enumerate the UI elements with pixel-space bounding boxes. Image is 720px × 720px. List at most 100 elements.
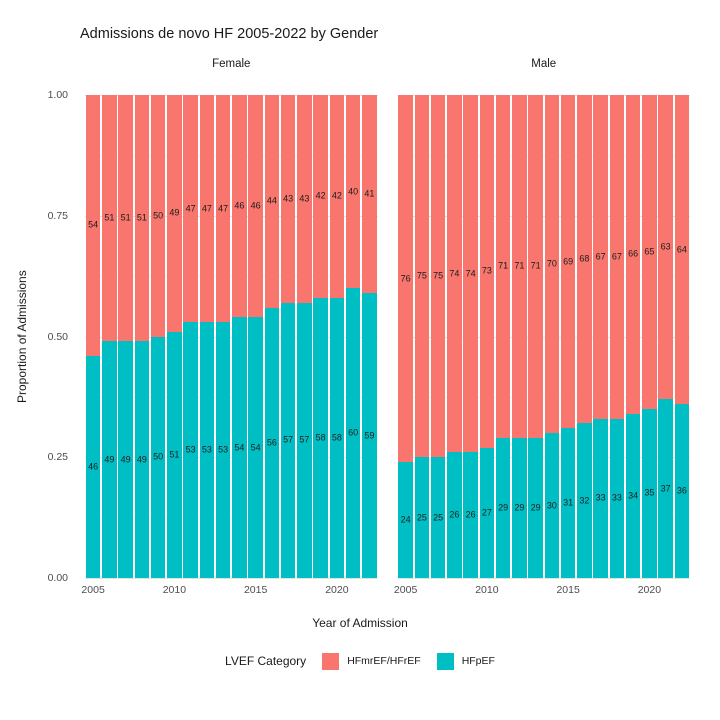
bar-value-label: 42 (331, 190, 342, 201)
bar-slot: 47 53 (183, 95, 199, 578)
bar-segment-hfpef (609, 418, 625, 578)
bar-segment-hfmref-hfref (313, 95, 328, 298)
bar-value-label: 51 (136, 212, 147, 223)
bar-slot: 70 30 (544, 95, 560, 578)
bar-value-label: 43 (283, 193, 294, 204)
gridline (397, 95, 690, 96)
bar-segment-hfpef (215, 322, 231, 578)
bar-value-label: 50 (153, 210, 164, 221)
gridline (85, 155, 378, 157)
bar-value-label: 74 (449, 268, 460, 279)
bar-segment-hfmref-hfref (199, 95, 215, 322)
stacked-bar-2017: 67 33 (593, 95, 608, 578)
stacked-bar-2005: 54 46 (85, 95, 101, 578)
bar-value-label: 63 (660, 241, 671, 252)
bar-segment-hfpef (495, 437, 511, 578)
bar-segment-hfmref-hfref (280, 95, 296, 303)
bar-segment-hfpef (658, 399, 673, 578)
bar-segment-hfpef (593, 418, 608, 578)
bar-value-label: 29 (514, 502, 525, 513)
bar-segment-hfpef (544, 433, 560, 578)
bar-value-label: 26 (449, 509, 460, 520)
bar-value-label: 35 (644, 487, 655, 498)
panel-gridlines (85, 95, 378, 579)
legend-swatch-hfpef (436, 652, 454, 670)
bar-slot: 51 49 (118, 95, 134, 578)
y-tick-label: 0.00 (47, 572, 68, 584)
bar-segment-hfmref-hfref (414, 95, 430, 458)
bars-container: 54 46 51 49 51 49 51 49 50 50 49 51 47 53 47 53 47 53 46 54… (85, 95, 378, 578)
bar-value-label: 67 (595, 251, 606, 262)
bar-slot: 49 51 (166, 95, 182, 578)
bar-slot: 43 57 (280, 95, 296, 578)
bar-segment-hfmref-hfref (167, 95, 182, 332)
legend-label-hfmref-hfref: HFmrEF/HFrEF (347, 655, 421, 667)
bar-value-label: 44 (266, 195, 277, 206)
x-tick-label: 2005 (81, 584, 105, 596)
stacked-bar-2018: 43 57 (297, 95, 312, 578)
bar-value-label: 51 (169, 449, 180, 460)
chart-title: Admissions de novo HF 2005-2022 by Gende… (80, 26, 379, 42)
y-tick-label: 1.00 (47, 89, 68, 101)
legend: LVEF Category HFmrEF/HFrEF HFpEF (0, 648, 720, 674)
y-tick-label: 0.75 (47, 209, 68, 222)
bar-segment-hfmref-hfref (362, 95, 377, 294)
facet-panel-male: 76 24 75 25 75 25 74 26 74 26 73 27 71 29 71 29 71 29 70 30… (394, 95, 690, 596)
bar-value-label: 26 (465, 509, 476, 520)
bar-slot: 64 36 (674, 95, 690, 578)
bar-segment-hfmref-hfref (215, 95, 231, 322)
bar-value-label: 71 (498, 260, 509, 271)
gridline (397, 396, 690, 398)
bar-segment-hfpef (102, 341, 117, 578)
bar-slot: 71 29 (495, 95, 511, 578)
gridline (85, 578, 378, 579)
bar-segment-hfpef (183, 322, 198, 578)
stacked-bar-2011: 47 53 (183, 95, 198, 578)
bar-value-label: 60 (348, 427, 359, 438)
bar-segment-hfmref-hfref (430, 95, 446, 458)
bar-value-label: 65 (644, 246, 655, 257)
stacked-bar-2010: 49 51 (167, 95, 182, 578)
bar-value-label: 43 (299, 193, 310, 204)
bar-segment-hfmref-hfref (183, 95, 198, 322)
stacked-bar-2012: 47 53 (199, 95, 215, 578)
bar-segment-hfpef (528, 437, 543, 578)
bar-segment-hfmref-hfref (577, 95, 592, 424)
bar-value-label: 29 (498, 502, 509, 513)
stacked-bar-2007: 51 49 (118, 95, 133, 578)
bar-segment-hfpef (297, 302, 312, 578)
gridline (85, 95, 378, 96)
bar-slot: 71 29 (511, 95, 527, 578)
stacked-bar-2018: 67 33 (609, 95, 625, 578)
stacked-bar-2015: 46 54 (248, 95, 263, 578)
gridline (85, 396, 378, 398)
stacked-bar-2021: 40 60 (345, 95, 361, 578)
bar-segment-hfpef (447, 452, 462, 578)
stacked-bar-2008: 51 49 (134, 95, 150, 578)
bar-segment-hfpef (118, 341, 133, 578)
bar-segment-hfpef (85, 355, 101, 578)
bar-slot: 47 53 (199, 95, 215, 578)
bar-value-label: 51 (120, 212, 131, 223)
stacked-bar-2022: 64 36 (674, 95, 690, 578)
bar-segment-hfmref-hfref (674, 95, 690, 405)
bar-segment-hfpef (430, 457, 446, 578)
stacked-bar-2019: 66 34 (625, 95, 641, 578)
bar-slot: 51 49 (134, 95, 150, 578)
legend-key-hfpef: HFpEF (436, 652, 495, 670)
bar-segment-hfmref-hfref (248, 95, 263, 318)
y-tick-label: 0.50 (47, 330, 68, 343)
gridline (397, 215, 690, 217)
bar-value-label: 56 (266, 437, 277, 448)
bar-slot: 75 25 (430, 95, 446, 578)
facet-panel-female: 54 46 51 49 51 49 51 49 50 50 49 51 47 53 47 53 47 53 46 54… (81, 95, 378, 596)
bar-value-label: 54 (88, 219, 99, 230)
bar-segment-hfpef (577, 423, 592, 578)
stacked-bar-2009: 50 50 (150, 95, 166, 578)
bar-segment-hfmref-hfref (329, 95, 345, 298)
bar-value-label: 42 (315, 190, 326, 201)
bar-segment-hfpef (479, 447, 495, 578)
bar-value-label: 46 (88, 461, 99, 472)
x-tick-label: 2010 (162, 584, 187, 596)
